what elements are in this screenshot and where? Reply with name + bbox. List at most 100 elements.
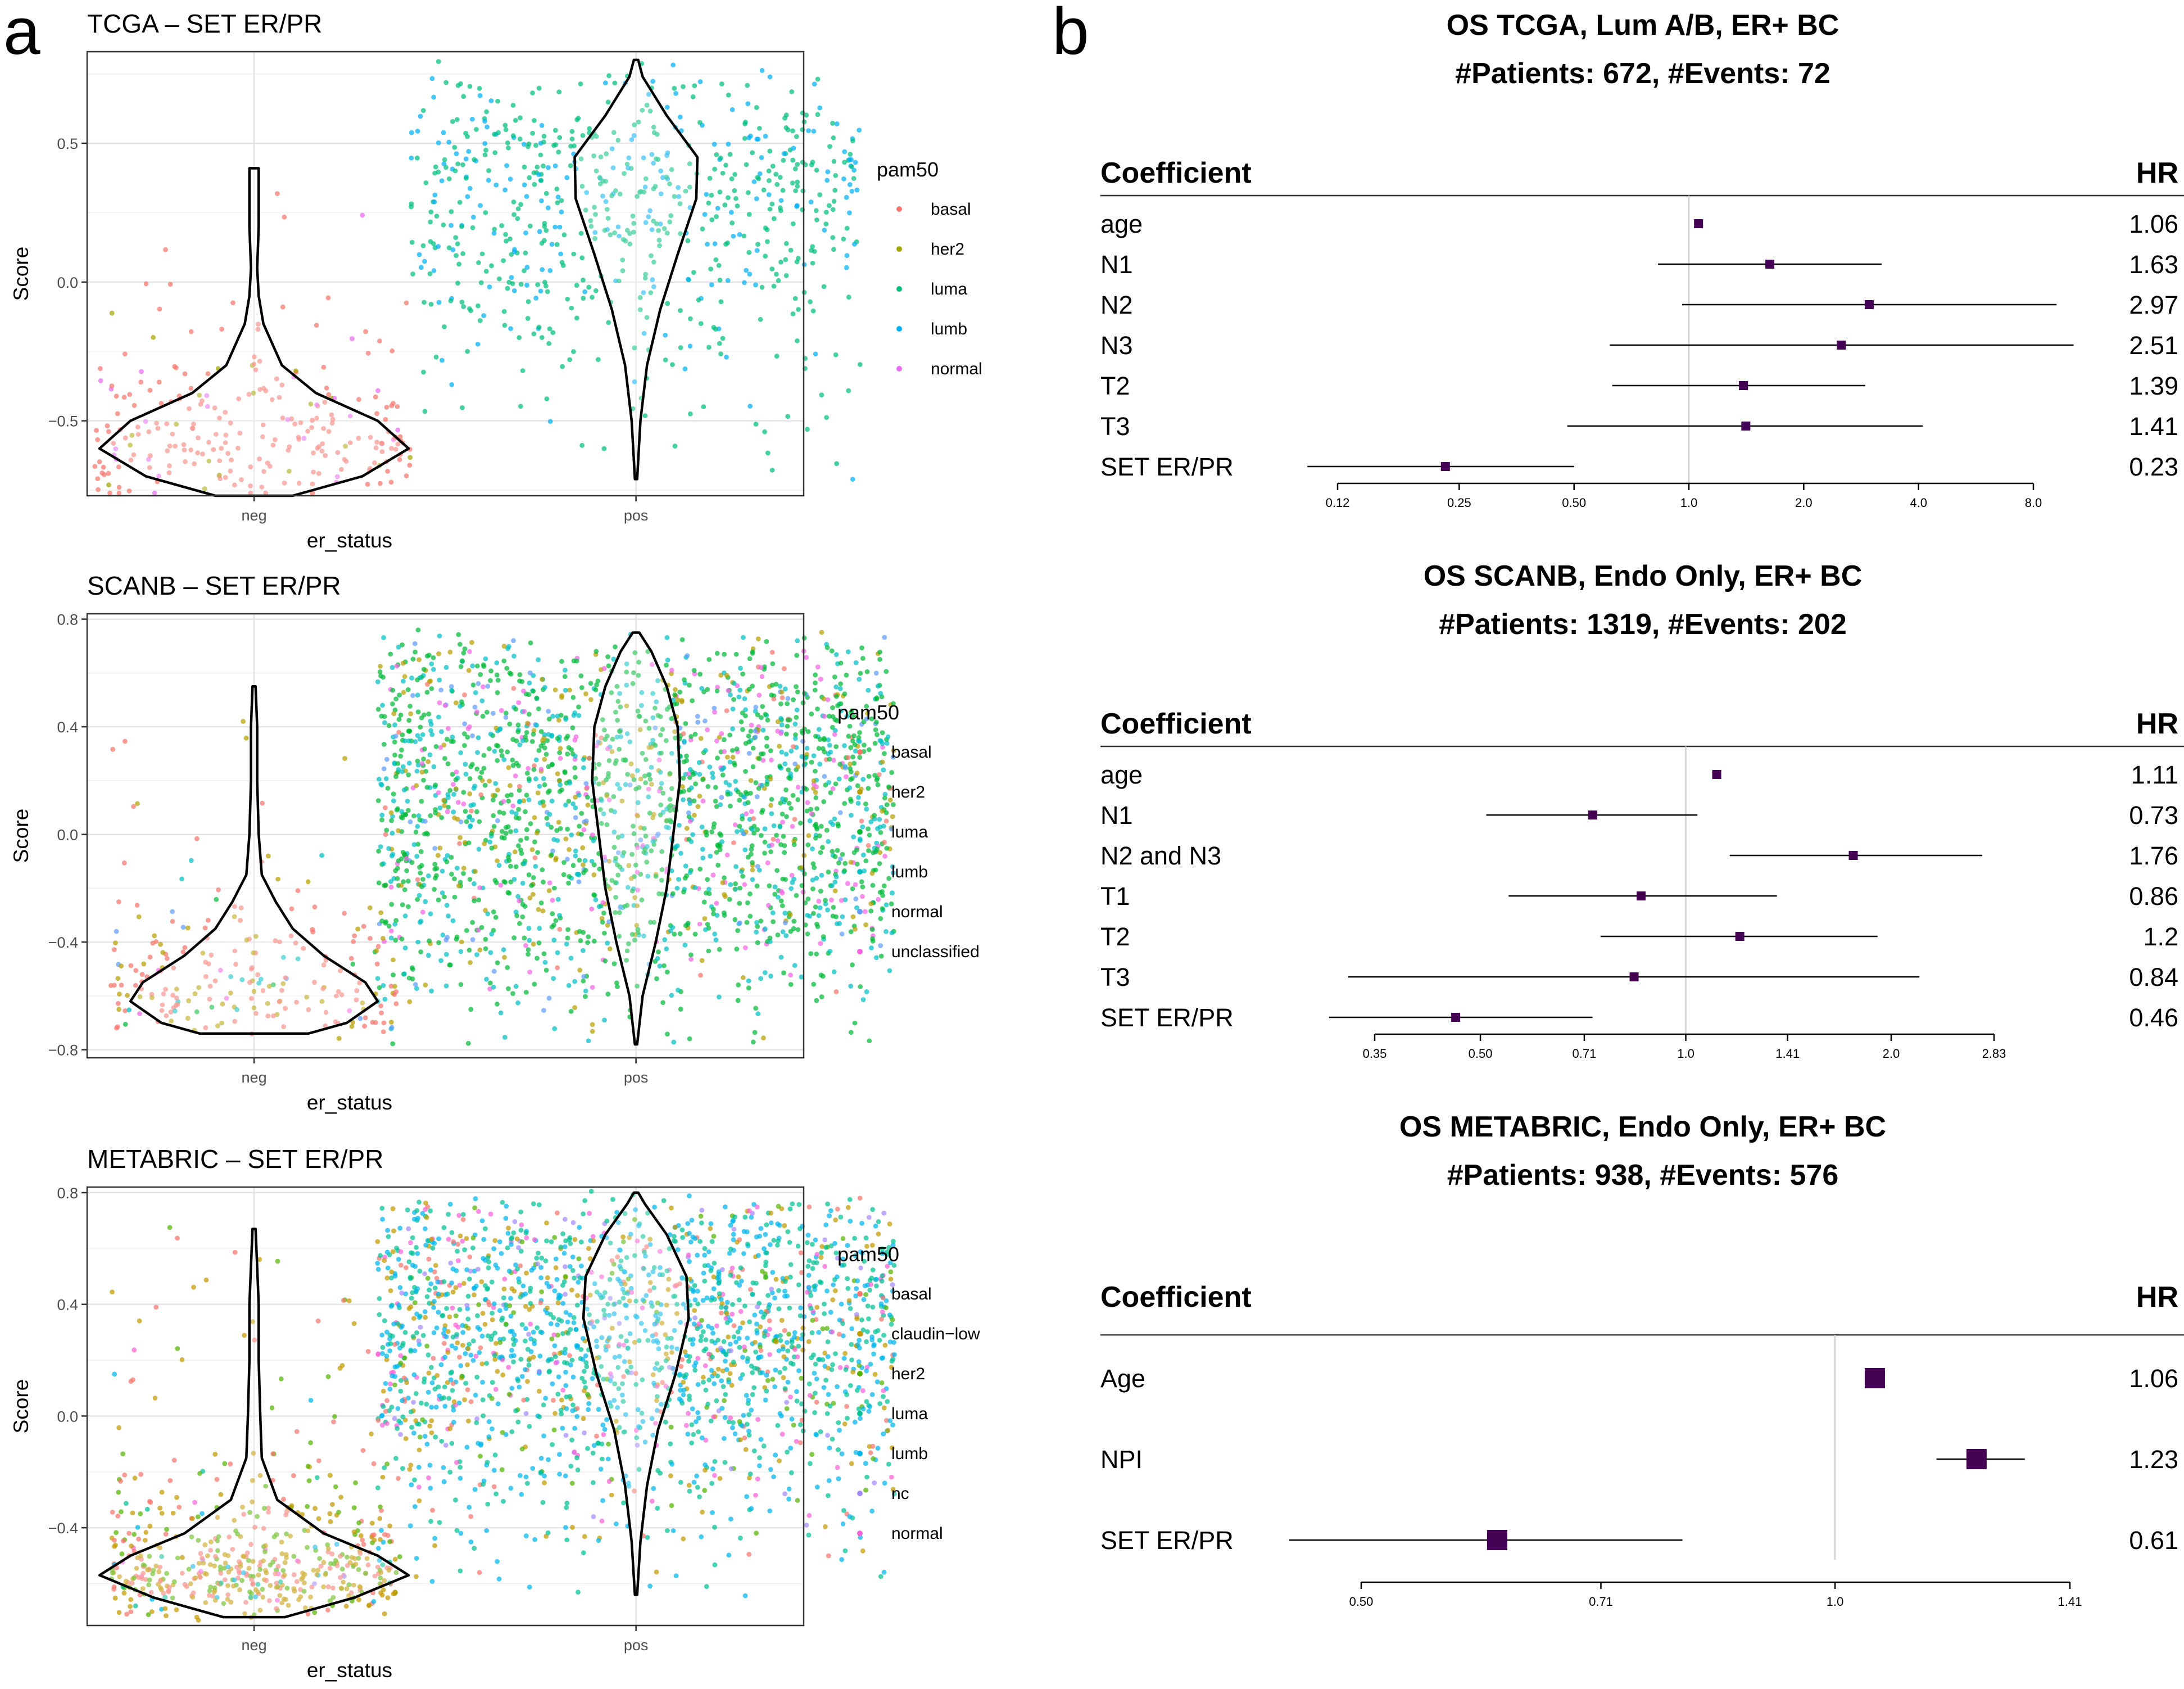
data-point-pos	[440, 932, 446, 938]
data-point-pos	[700, 226, 705, 232]
legend-key	[896, 246, 902, 252]
data-point-pos	[712, 821, 717, 827]
data-point-pos	[669, 716, 674, 722]
data-point-neg	[135, 801, 140, 807]
data-point-pos	[865, 1303, 871, 1309]
data-point-pos	[432, 862, 438, 867]
data-point-pos	[759, 1269, 765, 1274]
data-point-pos	[768, 973, 773, 979]
data-point-neg	[241, 719, 246, 724]
data-point-pos	[643, 780, 648, 785]
data-point-pos	[582, 858, 588, 863]
data-point-pos	[459, 224, 464, 229]
data-point-neg	[209, 952, 214, 958]
data-point-pos	[647, 208, 653, 214]
data-point-pos	[589, 858, 595, 864]
data-point-pos	[475, 681, 481, 686]
data-point-pos	[777, 825, 783, 830]
data-point-pos	[790, 823, 795, 829]
data-point-neg	[251, 391, 256, 396]
data-point-pos	[586, 1038, 591, 1044]
data-point-pos	[410, 1251, 415, 1256]
data-point-pos	[523, 250, 528, 256]
data-point-pos	[830, 121, 835, 126]
data-point-pos	[745, 900, 750, 905]
data-point-pos	[864, 704, 869, 709]
data-point-pos	[826, 1553, 831, 1559]
data-point-pos	[490, 1317, 495, 1323]
data-point-neg	[365, 1349, 371, 1354]
data-point-pos	[731, 1420, 736, 1425]
data-point-pos	[682, 1349, 688, 1355]
data-point-pos	[817, 737, 823, 742]
data-point-pos	[393, 774, 398, 779]
data-point-neg	[109, 310, 115, 316]
data-point-pos	[844, 265, 849, 270]
data-point-pos	[406, 1306, 412, 1311]
data-point-pos	[822, 228, 827, 233]
data-point-pos	[420, 877, 425, 882]
data-point-pos	[699, 1220, 704, 1226]
data-point-pos	[717, 847, 723, 853]
data-point-pos	[658, 769, 663, 775]
data-point-pos	[687, 1259, 692, 1264]
data-point-pos	[741, 1251, 746, 1256]
data-point-pos	[398, 754, 404, 759]
data-point-pos	[833, 352, 839, 357]
data-point-pos	[651, 259, 656, 265]
data-point-pos	[685, 653, 690, 658]
data-point-pos	[867, 1288, 873, 1293]
data-point-pos	[482, 119, 487, 124]
data-point-pos	[780, 695, 785, 700]
data-point-pos	[806, 833, 812, 838]
data-point-pos	[810, 877, 815, 882]
data-point-neg	[288, 933, 294, 939]
data-point-neg	[351, 1321, 357, 1326]
data-point-pos	[428, 301, 434, 307]
data-point-neg	[118, 1478, 123, 1484]
data-point-neg	[275, 876, 280, 882]
data-point-pos	[846, 388, 851, 393]
data-point-neg	[174, 986, 179, 992]
data-point-pos	[402, 913, 408, 918]
data-point-pos	[695, 804, 701, 809]
data-point-pos	[630, 681, 636, 686]
data-point-pos	[850, 962, 855, 967]
data-point-pos	[642, 275, 648, 281]
data-point-pos	[453, 777, 459, 782]
data-point-pos	[699, 958, 705, 963]
data-point-neg	[385, 1595, 391, 1601]
data-point-pos	[772, 884, 778, 890]
data-point-neg	[209, 1004, 215, 1010]
data-point-pos	[709, 1338, 715, 1344]
data-point-neg	[248, 483, 253, 488]
data-point-pos	[858, 671, 863, 676]
data-point-neg	[393, 989, 398, 994]
data-point-pos	[409, 130, 414, 135]
data-point-pos	[816, 746, 822, 751]
data-point-pos	[491, 909, 496, 914]
data-point-pos	[535, 282, 541, 287]
data-point-pos	[646, 726, 652, 731]
data-point-pos	[732, 172, 737, 177]
data-point-pos	[393, 696, 398, 701]
data-point-pos	[588, 681, 593, 686]
data-point-pos	[762, 970, 768, 975]
data-point-pos	[768, 849, 773, 854]
data-point-pos	[681, 776, 686, 781]
data-point-pos	[383, 805, 388, 810]
data-point-neg	[319, 999, 325, 1004]
data-point-pos	[698, 321, 704, 326]
data-point-pos	[880, 889, 885, 894]
data-point-pos	[653, 873, 659, 879]
data-point-pos	[849, 164, 854, 169]
data-point-pos	[436, 140, 441, 146]
data-point-pos	[706, 886, 712, 892]
data-point-neg	[365, 482, 370, 487]
data-point-pos	[527, 970, 532, 975]
data-point-pos	[819, 872, 824, 878]
data-point-pos	[646, 794, 651, 800]
data-point-neg	[351, 1505, 357, 1510]
data-point-neg	[133, 968, 139, 973]
data-point-pos	[880, 730, 885, 735]
